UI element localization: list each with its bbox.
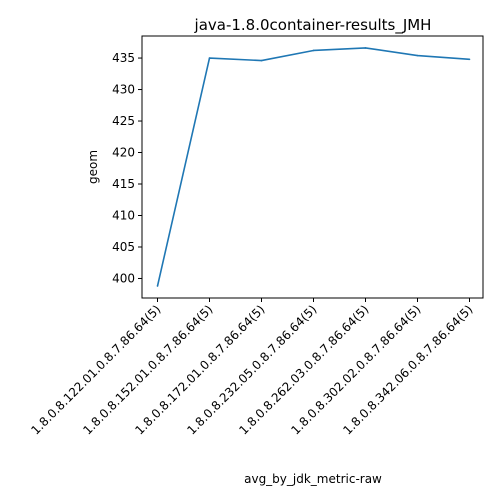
data-point [260,59,263,62]
data-point [156,285,159,287]
x-axis: 1.8.0.8.122.01.0.8.7.86.64(5)1.8.0.8.152… [28,298,476,438]
y-tick-label: 415 [112,177,135,191]
x-axis-label: avg_by_jdk_metric-raw [244,472,382,486]
series-layer [156,47,471,287]
data-point [468,58,471,61]
data-point [312,49,315,52]
y-tick-label: 400 [112,271,135,285]
y-tick-label: 425 [112,114,135,128]
data-point [208,57,211,59]
y-tick-label: 420 [112,146,135,160]
y-tick-label: 405 [112,240,135,254]
y-axis: 400 405 410 415 420 425 430 435 [112,51,142,285]
chart-title: java-1.8.0container-results_JMH [194,16,432,35]
y-axis-label: geom [86,150,100,184]
plot-frame [141,35,484,299]
data-point [416,54,419,57]
y-tick-label: 435 [112,51,135,65]
data-point [364,47,367,49]
series-line [156,47,470,287]
y-tick-label: 410 [112,208,135,222]
y-tick-label: 430 [112,83,135,97]
